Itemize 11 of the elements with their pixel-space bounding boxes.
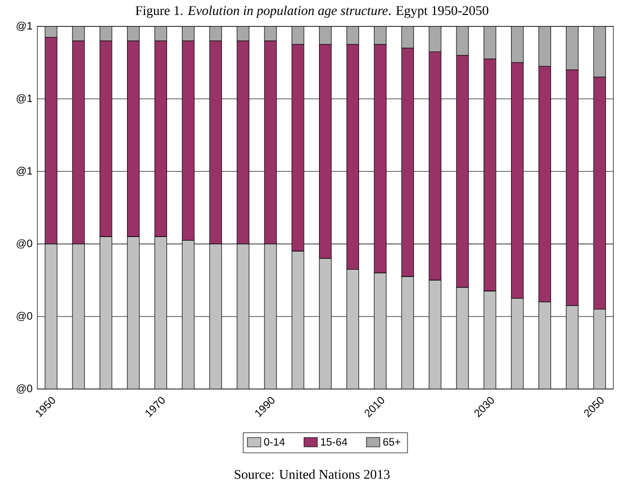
legend-label: 65+ xyxy=(383,438,400,446)
y-tick-label: @0 xyxy=(16,239,32,249)
legend-label: 0-14 xyxy=(264,438,285,446)
y-tick-label: @0 xyxy=(16,312,32,322)
y-tick-label: @1 xyxy=(16,22,32,31)
legend-label: 15-64 xyxy=(321,438,348,446)
source-note: Source: United Nations 2013 xyxy=(234,470,390,479)
y-tick-label: @1 xyxy=(16,166,32,176)
y-tick-label: @0 xyxy=(16,384,32,394)
chart-title: Figure 1. Evolution in population age structure. Egypt 1950-2050 xyxy=(136,6,488,18)
y-tick-label: @1 xyxy=(16,94,32,104)
